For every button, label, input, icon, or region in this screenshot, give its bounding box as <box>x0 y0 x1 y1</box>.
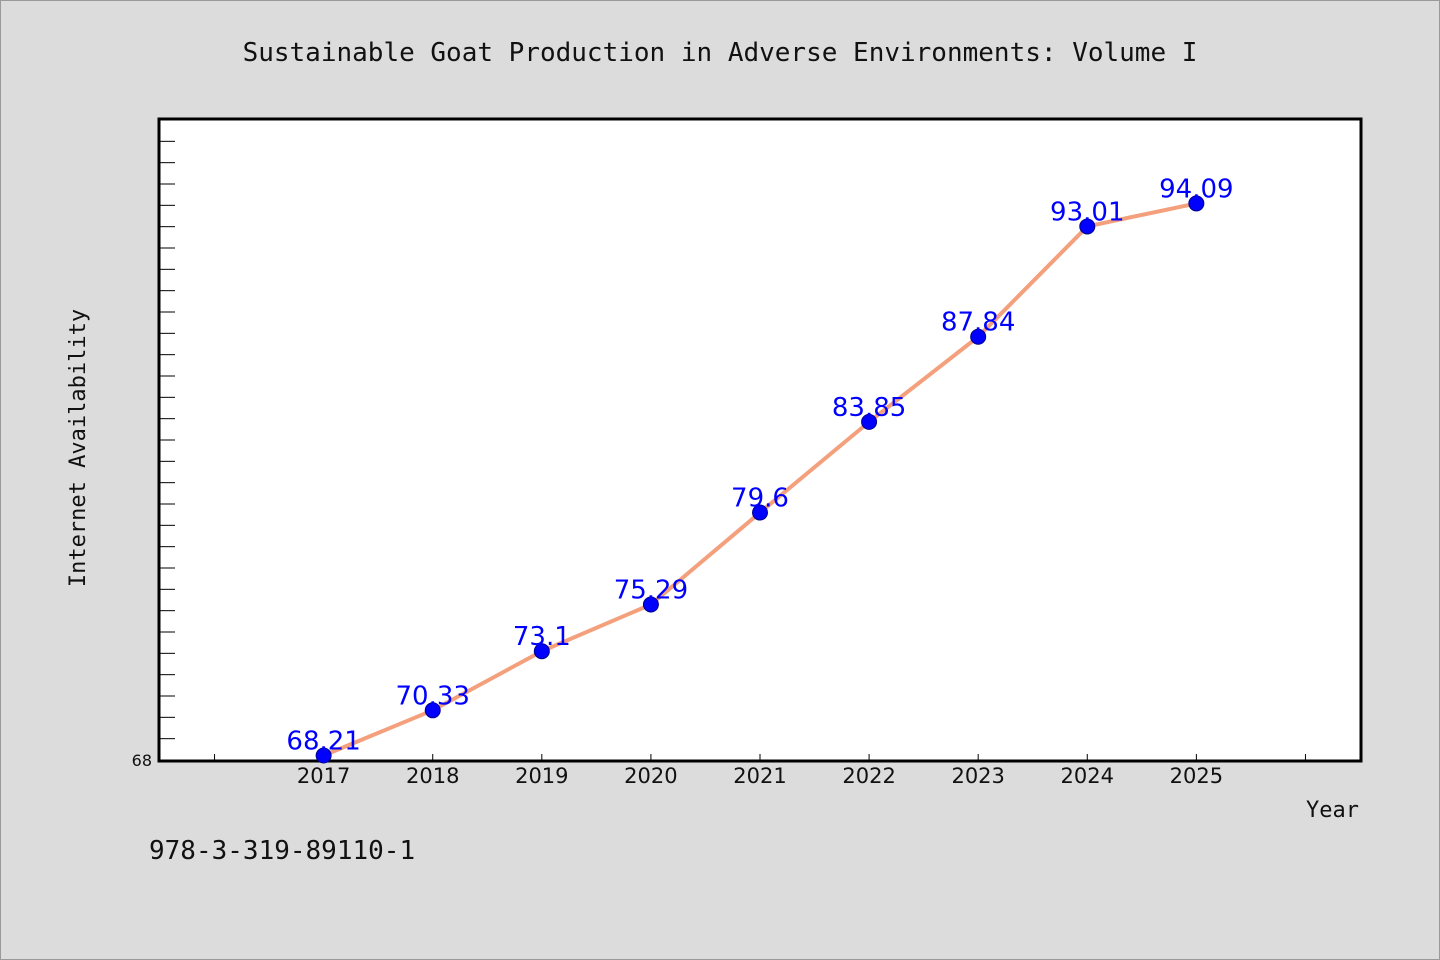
data-label: 94.09 <box>1159 174 1233 204</box>
data-label: 68.21 <box>286 727 360 757</box>
data-label: 73.1 <box>513 622 571 652</box>
y-axis-ticks: 68 <box>132 140 175 770</box>
data-label: 75.29 <box>614 575 688 605</box>
data-label: 79.6 <box>731 484 789 514</box>
x-tick-label: 2017 <box>297 764 350 788</box>
data-point <box>752 504 768 521</box>
x-tick-label: 2020 <box>624 764 677 788</box>
isbn-caption: 978-3-319-89110-1 <box>149 836 416 866</box>
data-point <box>1188 195 1205 212</box>
y-axis-label: Internet Availability <box>66 309 91 587</box>
data-label: 87.84 <box>941 308 1015 338</box>
x-axis-label: Year <box>1306 798 1359 823</box>
data-label: 93.01 <box>1050 197 1124 227</box>
y-tick-label: 68 <box>132 751 152 770</box>
data-point <box>642 596 659 613</box>
x-tick-label: 2021 <box>733 764 786 788</box>
series-internet-availability: 68.21 70.33 73.1 75.29 79.6 83.85 87.84 93.01 94… <box>286 174 1234 764</box>
chart-title: Sustainable Goat Production in Adverse E… <box>243 38 1198 68</box>
plot-area <box>157 117 1363 763</box>
x-tick-label: 2025 <box>1170 764 1223 788</box>
data-point <box>1079 218 1096 235</box>
data-point <box>533 643 550 660</box>
data-point <box>315 747 332 764</box>
x-tick-label: 2023 <box>951 764 1004 788</box>
x-tick-label: 2018 <box>406 764 459 788</box>
x-axis-ticks: 2017 2018 2019 2020 2021 2022 2023 2024 2025 <box>214 754 1306 788</box>
data-point <box>970 328 987 345</box>
data-point <box>861 413 878 430</box>
x-tick-label: 2024 <box>1061 764 1114 788</box>
x-tick-label: 2022 <box>842 764 895 788</box>
data-label: 83.85 <box>832 393 906 423</box>
data-label: 70.33 <box>396 681 470 711</box>
x-tick-label: 2019 <box>515 764 568 788</box>
data-point <box>424 702 441 719</box>
